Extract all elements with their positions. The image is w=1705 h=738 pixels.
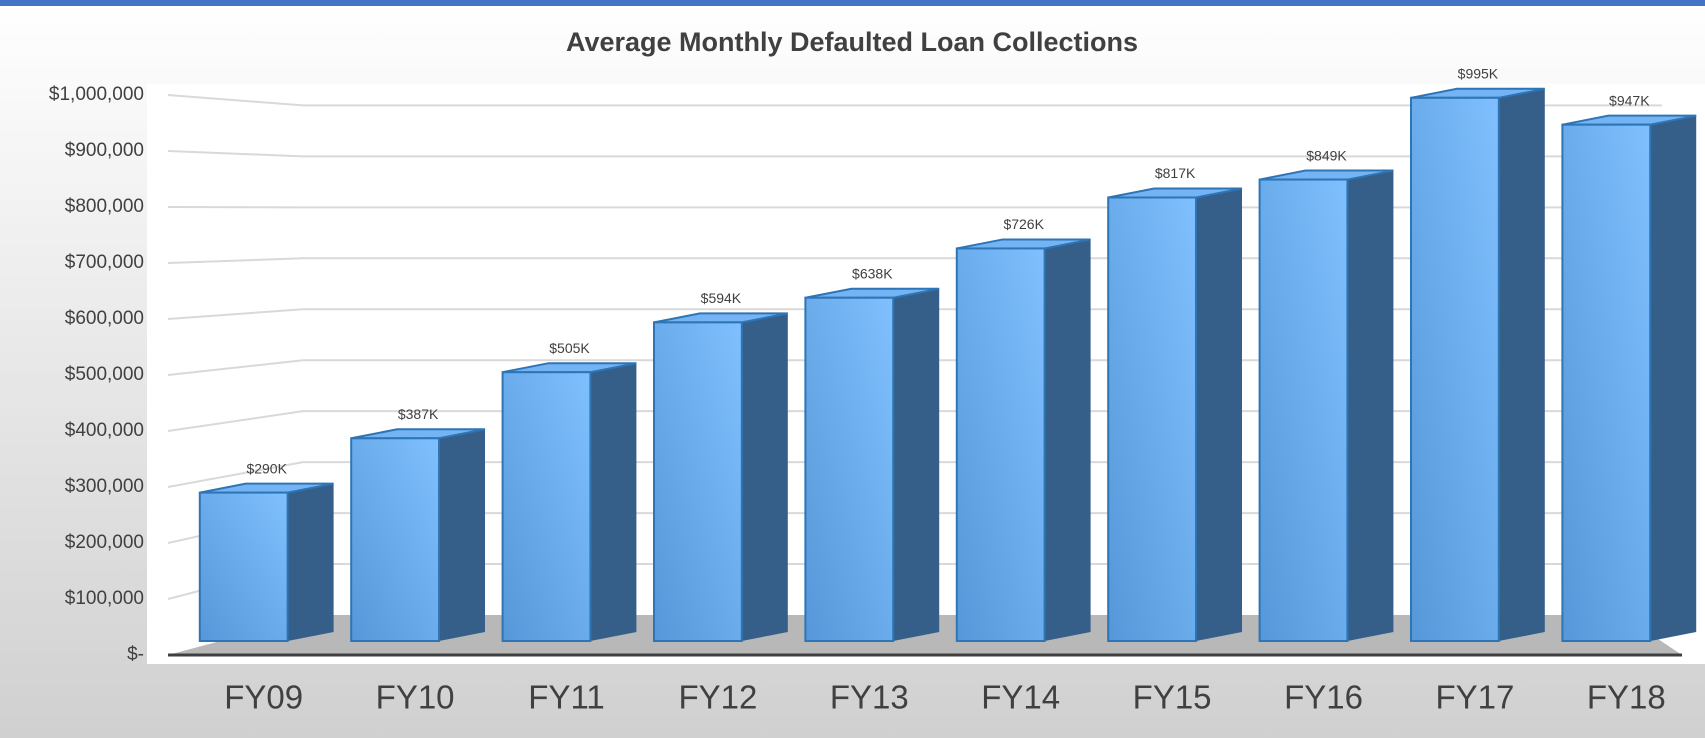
- grid-line: [167, 150, 1662, 158]
- grid-line: [167, 94, 1662, 107]
- y-tick-label: $100,000: [65, 588, 144, 609]
- bar-side: [590, 363, 637, 641]
- bar: [804, 296, 895, 642]
- bar: [501, 371, 592, 642]
- x-tick-label: FY09: [224, 679, 303, 716]
- y-tick-label: $500,000: [65, 364, 144, 385]
- data-label: $638K: [852, 265, 893, 281]
- y-tick-label: $800,000: [65, 196, 144, 217]
- bar-side: [439, 429, 486, 641]
- bar-side: [1347, 170, 1394, 641]
- x-tick-label: FY10: [376, 679, 455, 716]
- bar: [652, 321, 743, 642]
- data-label: $947K: [1609, 92, 1650, 108]
- bar: [1561, 123, 1652, 643]
- bar-side: [287, 483, 334, 641]
- bar: [1107, 196, 1198, 642]
- bar-side: [893, 288, 940, 641]
- x-tick-label: FY17: [1435, 679, 1514, 716]
- data-label: $505K: [549, 340, 590, 356]
- x-tick-label: FY12: [678, 679, 757, 716]
- data-label: $849K: [1306, 147, 1347, 163]
- data-label: $594K: [701, 290, 742, 306]
- bar: [955, 247, 1046, 642]
- data-label: $726K: [1003, 216, 1044, 232]
- y-tick-label: $400,000: [65, 420, 144, 441]
- bar-side: [741, 313, 788, 641]
- y-tick-label: $200,000: [65, 532, 144, 553]
- chart-title: Average Monthly Defaulted Loan Collectio…: [566, 27, 1138, 57]
- data-label: $817K: [1155, 165, 1196, 181]
- top-strip: [0, 0, 1705, 6]
- bar: [1409, 96, 1500, 643]
- bar: [198, 491, 289, 642]
- x-tick-label: FY15: [1133, 679, 1212, 716]
- bar-side: [1498, 88, 1545, 642]
- x-tick-label: FY13: [830, 679, 909, 716]
- y-tick-label: $700,000: [65, 252, 144, 273]
- y-tick-label: $300,000: [65, 476, 144, 497]
- x-tick-label: FY18: [1587, 679, 1666, 716]
- x-tick-label: FY11: [528, 679, 604, 716]
- data-label: $290K: [246, 460, 287, 476]
- bar-side: [1650, 115, 1697, 642]
- y-tick-label: $900,000: [65, 140, 144, 161]
- y-tick-label: $600,000: [65, 308, 144, 329]
- data-label: $387K: [398, 406, 439, 422]
- y-tick-label: $-: [127, 644, 144, 665]
- y-tick-label: $1,000,000: [49, 84, 144, 105]
- bar: [350, 437, 441, 642]
- bar: [1258, 178, 1349, 642]
- x-tick-label: FY14: [981, 679, 1060, 716]
- x-tick-label: FY16: [1284, 679, 1363, 716]
- bar-side: [1044, 239, 1091, 641]
- data-label: $995K: [1458, 66, 1499, 82]
- bar-side: [1196, 188, 1243, 642]
